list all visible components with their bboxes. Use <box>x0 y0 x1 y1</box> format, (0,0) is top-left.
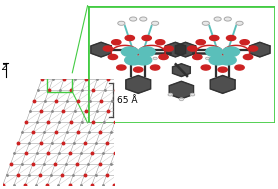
Ellipse shape <box>218 67 227 72</box>
Ellipse shape <box>138 47 155 57</box>
Ellipse shape <box>201 65 210 70</box>
Polygon shape <box>91 42 111 57</box>
Ellipse shape <box>164 46 173 51</box>
Ellipse shape <box>188 46 197 51</box>
Ellipse shape <box>196 40 205 45</box>
Ellipse shape <box>152 21 159 25</box>
Ellipse shape <box>209 55 226 65</box>
Polygon shape <box>250 42 270 57</box>
Ellipse shape <box>108 54 118 60</box>
Ellipse shape <box>150 65 160 70</box>
Ellipse shape <box>134 67 143 72</box>
Ellipse shape <box>159 54 168 60</box>
Polygon shape <box>169 81 193 99</box>
Polygon shape <box>172 64 190 77</box>
Ellipse shape <box>206 57 210 60</box>
Ellipse shape <box>168 94 172 96</box>
Polygon shape <box>175 42 196 57</box>
Ellipse shape <box>130 17 137 21</box>
Ellipse shape <box>103 46 113 51</box>
Text: z: z <box>1 62 6 72</box>
Ellipse shape <box>210 36 219 41</box>
Ellipse shape <box>224 17 231 21</box>
Ellipse shape <box>223 47 240 57</box>
Ellipse shape <box>219 55 236 65</box>
Ellipse shape <box>179 98 183 101</box>
Polygon shape <box>126 75 151 93</box>
Ellipse shape <box>135 55 152 65</box>
Ellipse shape <box>235 65 244 70</box>
Polygon shape <box>210 75 235 93</box>
Ellipse shape <box>112 40 121 45</box>
Ellipse shape <box>117 65 126 70</box>
Ellipse shape <box>142 36 151 41</box>
Ellipse shape <box>202 21 209 25</box>
Ellipse shape <box>243 54 253 60</box>
Ellipse shape <box>140 17 147 21</box>
Ellipse shape <box>249 46 258 51</box>
Text: 65 Å: 65 Å <box>117 96 138 105</box>
Polygon shape <box>165 42 186 57</box>
Ellipse shape <box>240 40 249 45</box>
Ellipse shape <box>236 21 243 25</box>
Ellipse shape <box>193 54 202 60</box>
Ellipse shape <box>206 47 223 57</box>
Ellipse shape <box>214 17 221 21</box>
Ellipse shape <box>125 55 142 65</box>
Bar <box>47 73 72 92</box>
Ellipse shape <box>118 21 125 25</box>
Ellipse shape <box>153 57 157 60</box>
Ellipse shape <box>121 47 138 57</box>
Ellipse shape <box>156 40 165 45</box>
Ellipse shape <box>125 36 135 41</box>
Ellipse shape <box>191 94 195 96</box>
Ellipse shape <box>227 36 236 41</box>
